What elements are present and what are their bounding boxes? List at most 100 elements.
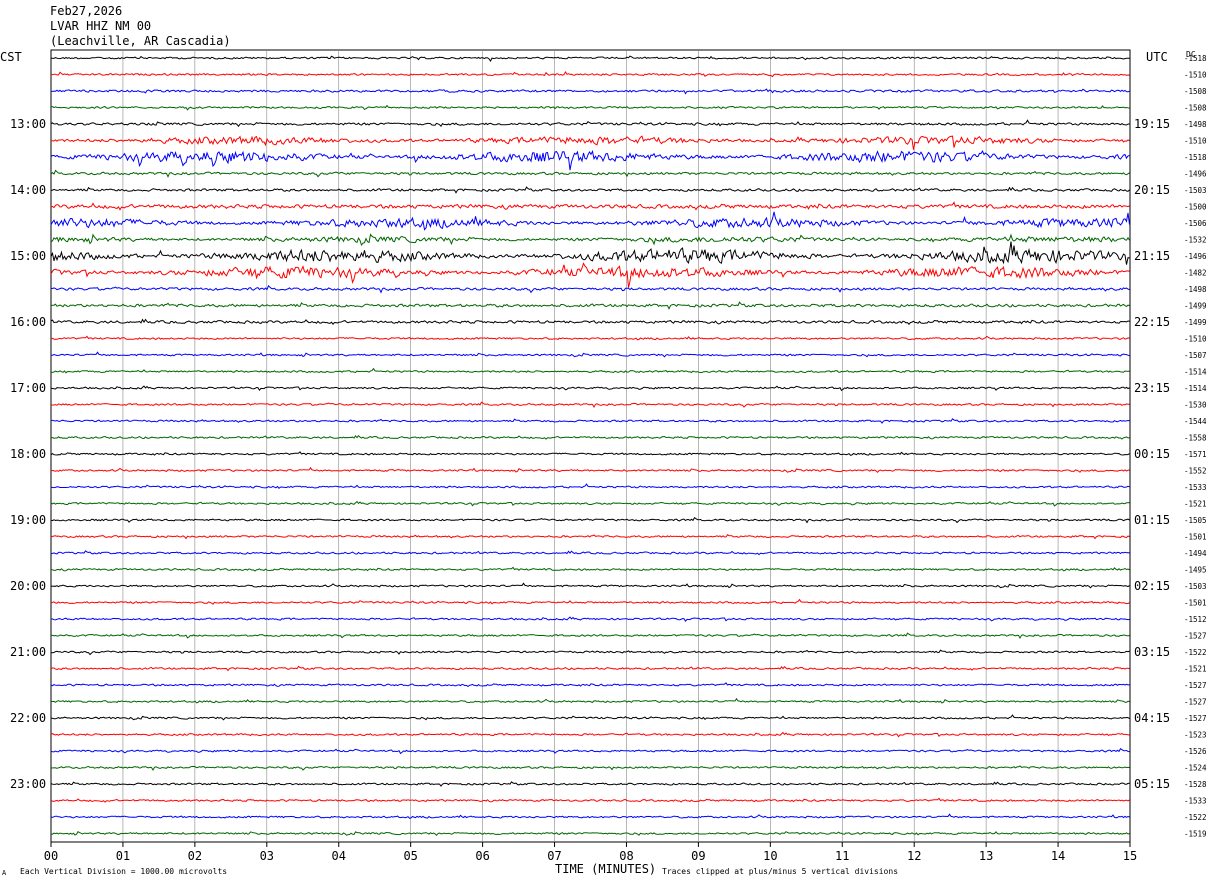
trace-line-34 bbox=[50, 616, 1130, 623]
trace-line-21 bbox=[50, 401, 1130, 408]
dc-offset-label: -1527 bbox=[1184, 698, 1207, 707]
corner-marker: A bbox=[2, 869, 7, 877]
trace-line-30 bbox=[50, 550, 1130, 556]
dc-offset-label: -1499 bbox=[1184, 318, 1207, 327]
x-tick-label: 03 bbox=[260, 849, 274, 863]
trace-line-47 bbox=[50, 831, 1130, 837]
utc-hour-label: 04:15 bbox=[1134, 711, 1170, 725]
x-tick-label: 02 bbox=[188, 849, 202, 863]
dc-offset-label: -1514 bbox=[1184, 368, 1207, 377]
x-tick-label: 09 bbox=[691, 849, 705, 863]
dc-offset-label: -1527 bbox=[1184, 632, 1207, 641]
trace-line-5 bbox=[50, 135, 1130, 150]
trace-line-25 bbox=[50, 466, 1130, 474]
dc-offset-label: -1496 bbox=[1184, 170, 1207, 179]
cst-hour-label: 21:00 bbox=[10, 645, 46, 659]
dc-offset-label: -1505 bbox=[1184, 516, 1207, 525]
cst-hour-label: 18:00 bbox=[10, 447, 46, 461]
trace-line-23 bbox=[50, 434, 1130, 440]
trace-line-46 bbox=[50, 813, 1130, 819]
trace-line-35 bbox=[50, 632, 1130, 639]
dc-offset-label: -1522 bbox=[1184, 648, 1207, 657]
x-tick-label: 01 bbox=[116, 849, 130, 863]
trace-line-2 bbox=[51, 88, 1130, 95]
x-tick-label: 00 bbox=[44, 849, 58, 863]
station-date: Feb27,2026 bbox=[50, 4, 123, 18]
dc-offset-label: -1518 bbox=[1184, 54, 1207, 63]
utc-hour-label: 21:15 bbox=[1134, 249, 1170, 263]
trace-line-29 bbox=[50, 534, 1130, 540]
trace-line-28 bbox=[50, 516, 1130, 524]
dc-offset-label: -1521 bbox=[1184, 665, 1207, 674]
dc-offset-label: -1510 bbox=[1184, 71, 1207, 80]
x-tick-label: 15 bbox=[1123, 849, 1137, 863]
dc-offset-label: -1510 bbox=[1184, 137, 1207, 146]
trace-line-39 bbox=[50, 697, 1130, 704]
utc-hour-label: 05:15 bbox=[1134, 777, 1170, 791]
utc-hour-label: 01:15 bbox=[1134, 513, 1170, 527]
utc-hour-label: 19:15 bbox=[1134, 117, 1170, 131]
dc-offset-label: -1518 bbox=[1184, 153, 1207, 162]
dc-offset-label: -1533 bbox=[1184, 483, 1207, 492]
trace-line-12 bbox=[50, 241, 1130, 265]
trace-line-38 bbox=[50, 682, 1130, 688]
trace-line-32 bbox=[50, 582, 1130, 589]
dc-offset-label: -1498 bbox=[1184, 120, 1207, 129]
cst-hour-label: 17:00 bbox=[10, 381, 46, 395]
cst-hour-label: 16:00 bbox=[10, 315, 46, 329]
trace-line-3 bbox=[50, 104, 1130, 111]
dc-offset-label: -1522 bbox=[1184, 813, 1207, 822]
trace-line-11 bbox=[50, 233, 1130, 247]
dc-offset-label: -1495 bbox=[1184, 566, 1207, 575]
x-tick-label: 04 bbox=[332, 849, 346, 863]
dc-offset-label: -1544 bbox=[1184, 417, 1207, 426]
trace-line-15 bbox=[50, 301, 1130, 310]
x-tick-label: 14 bbox=[1051, 849, 1065, 863]
trace-line-7 bbox=[50, 169, 1130, 178]
trace-line-43 bbox=[50, 765, 1130, 771]
dc-offset-label: -1508 bbox=[1184, 104, 1207, 113]
cst-hour-label: 22:00 bbox=[10, 711, 46, 725]
dc-offset-label: -1494 bbox=[1184, 549, 1207, 558]
cst-hour-label: 13:00 bbox=[10, 117, 46, 131]
scale-note: Each Vertical Division = 1000.00 microvo… bbox=[20, 867, 228, 876]
utc-hour-label: 03:15 bbox=[1134, 645, 1170, 659]
trace-line-13 bbox=[50, 262, 1130, 288]
cst-hour-label: 20:00 bbox=[10, 579, 46, 593]
cst-hour-label: 14:00 bbox=[10, 183, 46, 197]
trace-line-8 bbox=[50, 186, 1130, 194]
trace-line-10 bbox=[50, 211, 1130, 231]
trace-line-9 bbox=[50, 201, 1130, 211]
trace-line-14 bbox=[50, 284, 1130, 294]
utc-hour-label: 20:15 bbox=[1134, 183, 1170, 197]
dc-offset-label: -1506 bbox=[1184, 219, 1207, 228]
trace-line-0 bbox=[51, 55, 1130, 62]
trace-line-44 bbox=[50, 781, 1130, 787]
clip-note: Traces clipped at plus/minus 5 vertical … bbox=[662, 867, 899, 876]
x-tick-label: 07 bbox=[547, 849, 561, 863]
dc-offset-header: DC bbox=[1186, 50, 1196, 59]
trace-line-40 bbox=[51, 714, 1130, 721]
x-axis-title: TIME (MINUTES) bbox=[555, 862, 657, 876]
right-timezone-label: UTC bbox=[1146, 50, 1168, 64]
dc-offset-label: -1507 bbox=[1184, 351, 1207, 360]
x-tick-label: 08 bbox=[619, 849, 633, 863]
dc-offset-label: -1558 bbox=[1184, 434, 1207, 443]
trace-line-24 bbox=[50, 451, 1130, 456]
dc-offset-label: -1482 bbox=[1184, 269, 1207, 278]
dc-offset-label: -1512 bbox=[1184, 615, 1207, 624]
dc-offset-label: -1514 bbox=[1184, 384, 1207, 393]
x-tick-label: 05 bbox=[403, 849, 417, 863]
trace-line-20 bbox=[50, 385, 1130, 392]
x-tick-label: 13 bbox=[979, 849, 993, 863]
dc-offset-label: -1498 bbox=[1184, 285, 1207, 294]
dc-offset-label: -1524 bbox=[1184, 764, 1207, 773]
trace-line-45 bbox=[50, 797, 1130, 803]
cst-hour-label: 19:00 bbox=[10, 513, 46, 527]
trace-line-36 bbox=[50, 649, 1130, 656]
trace-line-19 bbox=[50, 367, 1130, 374]
dc-offset-label: -1526 bbox=[1184, 747, 1207, 756]
dc-offset-label: -1519 bbox=[1184, 830, 1207, 839]
trace-line-26 bbox=[50, 483, 1130, 489]
trace-line-6 bbox=[50, 149, 1130, 171]
